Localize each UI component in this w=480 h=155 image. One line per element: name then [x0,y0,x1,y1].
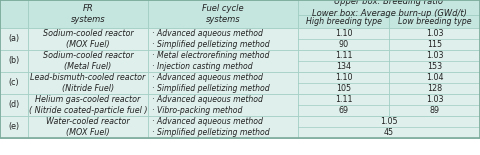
Bar [28,72,148,94]
Text: Sodium-cooled reactor
(Metal Fuel): Sodium-cooled reactor (Metal Fuel) [43,51,133,71]
Text: 134: 134 [336,62,351,71]
Text: (d): (d) [8,100,20,109]
Bar [0,0,298,28]
Text: 90: 90 [338,40,348,49]
Text: 153: 153 [427,62,442,71]
Text: Low breeding type: Low breeding type [398,17,471,26]
Text: 1.11: 1.11 [335,51,352,60]
Bar [298,15,389,28]
Text: · Advanced aqueous method
· Simplified pelletizing method: · Advanced aqueous method · Simplified p… [152,29,270,49]
Bar [298,0,480,15]
Text: (e): (e) [9,122,20,131]
Text: 1.05: 1.05 [380,117,398,126]
Bar [148,72,298,94]
Text: 89: 89 [430,106,440,115]
Text: 105: 105 [336,84,351,93]
Text: 1.10: 1.10 [335,29,352,38]
Text: (b): (b) [8,57,20,66]
Text: FR
systems: FR systems [71,4,105,24]
Bar [0,28,28,50]
Text: 1.11: 1.11 [335,95,352,104]
Bar [298,94,389,116]
Bar [298,50,389,72]
Bar [148,28,298,50]
Text: Fuel cycle
systems: Fuel cycle systems [202,4,244,24]
Bar [0,72,28,94]
Text: Sodium-cooled reactor
(MOX Fuel): Sodium-cooled reactor (MOX Fuel) [43,29,133,49]
Bar [0,50,28,72]
Bar [0,116,28,138]
Bar [389,94,480,116]
Text: 1.03: 1.03 [426,95,443,104]
Text: 1.10: 1.10 [335,73,352,82]
Bar [389,72,480,94]
Text: 1.03: 1.03 [426,51,443,60]
Text: Upper box: Breeding ratio
Lower box: Average burn-up (GWd/t): Upper box: Breeding ratio Lower box: Ave… [312,0,467,18]
Text: 45: 45 [384,128,394,137]
Text: High breeding type: High breeding type [305,17,382,26]
Text: 128: 128 [427,84,442,93]
Bar [28,0,148,28]
Bar [389,28,480,50]
Text: Water-cooled reactor
(MOX Fuel): Water-cooled reactor (MOX Fuel) [46,117,130,137]
Bar [148,50,298,72]
Bar [0,94,28,116]
Text: Helium gas-cooled reactor
( Nitride coated-particle fuel ): Helium gas-cooled reactor ( Nitride coat… [29,95,147,115]
Bar [148,0,298,28]
Text: Lead-bismuth-cooled reactor
(Nitride Fuel): Lead-bismuth-cooled reactor (Nitride Fue… [30,73,145,93]
Text: (c): (c) [9,78,19,88]
Text: · Advanced aqueous method
· Vibro-packing method: · Advanced aqueous method · Vibro-packin… [152,95,263,115]
Text: 1.04: 1.04 [426,73,443,82]
Bar [28,116,148,138]
Text: 69: 69 [338,106,348,115]
Text: (a): (a) [9,35,20,44]
Text: · Metal electrorefining method
· Injection casting method: · Metal electrorefining method · Injecti… [152,51,269,71]
Text: · Advanced aqueous method
· Simplified pelletizing method: · Advanced aqueous method · Simplified p… [152,117,270,137]
Bar [0,0,28,28]
Bar [389,15,480,28]
Bar [389,50,480,72]
Bar [148,116,298,138]
Bar [148,94,298,116]
Text: 1.03: 1.03 [426,29,443,38]
Bar [28,50,148,72]
Text: · Advanced aqueous method
· Simplified pelletizing method: · Advanced aqueous method · Simplified p… [152,73,270,93]
Bar [28,28,148,50]
Bar [298,72,389,94]
Bar [298,28,389,50]
Text: 115: 115 [427,40,442,49]
Bar [0,0,480,138]
Bar [298,116,480,138]
Bar [28,94,148,116]
